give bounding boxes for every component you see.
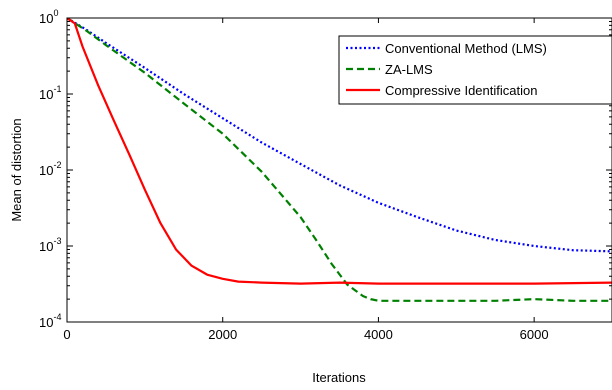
series-line-2 (67, 18, 612, 302)
x-tick-label: 2000 (208, 327, 237, 342)
legend-label-2: ZA-LMS (385, 62, 433, 77)
series-line-1 (67, 18, 612, 253)
y-tick-label: 10-1 (39, 84, 61, 102)
legend-box (338, 35, 612, 105)
legend-label-1: Conventional Method (LMS) (385, 41, 547, 56)
y-tick-label: 100 (39, 8, 58, 26)
x-tick-label: 4000 (364, 327, 393, 342)
y-tick-label: 10-2 (39, 160, 61, 178)
x-tick-label: 0 (63, 327, 70, 342)
legend-label-3: Compressive Identification (385, 83, 537, 98)
y-axis-label: Mean of distortion (9, 118, 24, 221)
y-tick-label: 10-4 (39, 312, 61, 330)
y-tick-label: 10-3 (39, 236, 61, 254)
series-line-3 (67, 18, 612, 285)
x-tick-label: 6000 (520, 327, 549, 342)
x-axis-label: Iterations (312, 370, 366, 385)
